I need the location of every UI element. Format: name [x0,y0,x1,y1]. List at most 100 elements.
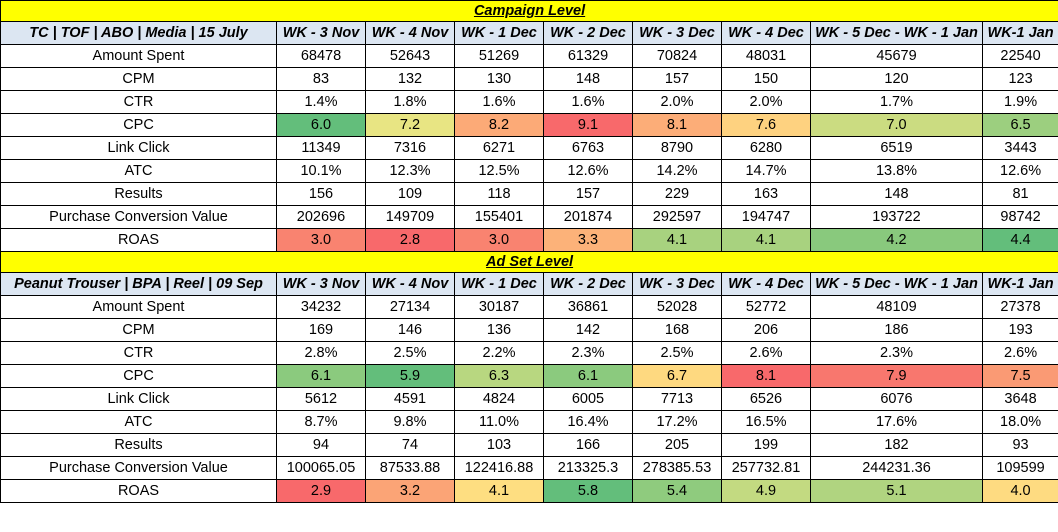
data-cell: 103 [454,433,544,457]
data-cell: 34232 [276,295,366,319]
table-row: CPC 6.0 7.2 8.2 9.1 8.1 7.6 7.0 6.5 [0,113,1058,137]
metric-label: ROAS [0,479,277,503]
data-cell: 2.3% [810,341,983,365]
column-header: WK - 2 Dec [543,272,633,296]
data-cell: 7.9 [810,364,983,388]
data-cell: 100065.05 [276,456,366,480]
table-row: CPM 83 132 130 148 157 150 120 123 [0,67,1058,91]
data-cell: 5612 [276,387,366,411]
table-row: Results 156 109 118 157 229 163 148 81 [0,182,1058,206]
data-cell: 52028 [632,295,722,319]
data-cell: 2.0% [721,90,811,114]
data-cell: 8.7% [276,410,366,434]
data-cell: 213325.3 [543,456,633,480]
data-cell: 3443 [981,136,1058,160]
column-header: WK - 4 Nov [365,21,455,45]
data-cell: 8.2 [454,113,544,137]
data-cell: 8.1 [632,113,722,137]
data-cell: 292597 [632,205,722,229]
data-cell: 22540 [981,44,1058,68]
data-cell: 7316 [365,136,455,160]
data-cell: 81 [981,182,1058,206]
table-row: ROAS 2.9 3.2 4.1 5.8 5.4 4.9 5.1 4.0 [0,479,1058,503]
report-sheet: Campaign Level TC | TOF | ABO | Media | 1… [0,0,1058,503]
data-cell: 1.4% [276,90,366,114]
data-cell: 157 [632,67,722,91]
metric-label: CPC [0,113,277,137]
table-row: Purchase Conversion Value 202696 149709 155… [0,205,1058,229]
section-title-row: Campaign Level [0,0,1058,22]
data-cell: 45679 [810,44,983,68]
table-row: Amount Spent 34232 27134 30187 36861 52028 527… [0,295,1058,319]
table-row: Results 94 74 103 166 205 199 182 93 [0,433,1058,457]
metric-label: Results [0,433,277,457]
data-cell: 61329 [543,44,633,68]
data-cell: 70824 [632,44,722,68]
data-cell: 206 [721,318,811,342]
data-cell: 194747 [721,205,811,229]
metric-label: Link Click [0,387,277,411]
data-cell: 155401 [454,205,544,229]
metric-label: Amount Spent [0,295,277,319]
data-cell: 136 [454,318,544,342]
metric-label: Link Click [0,136,277,160]
table-name-cell: Peanut Trouser | BPA | Reel | 09 Sep [0,272,277,296]
data-cell: 3.0 [276,228,366,252]
data-cell: 5.4 [632,479,722,503]
header-row: TC | TOF | ABO | Media | 15 July WK - 3 N… [0,21,1058,45]
data-cell: 169 [276,318,366,342]
table-row: Purchase Conversion Value 100065.05 87533.… [0,456,1058,480]
column-header: WK - 2 Dec [543,21,633,45]
data-cell: 199 [721,433,811,457]
data-cell: 2.6% [721,341,811,365]
table-row: CPC 6.1 5.9 6.3 6.1 6.7 8.1 7.9 7.5 [0,364,1058,388]
data-cell: 12.3% [365,159,455,183]
data-cell: 12.6% [981,159,1058,183]
data-cell: 148 [543,67,633,91]
column-header: WK - 4 Dec [721,21,811,45]
data-cell: 17.2% [632,410,722,434]
section-title-row: Ad Set Level [0,251,1058,273]
table-row: Amount Spent 68478 52643 51269 61329 70824 480… [0,44,1058,68]
column-header: WK - 5 Dec - WK - 1 Jan [810,21,983,45]
data-cell: 9.8% [365,410,455,434]
data-cell: 2.9 [276,479,366,503]
data-cell: 6.5 [981,113,1058,137]
data-cell: 132 [365,67,455,91]
data-cell: 4.1 [721,228,811,252]
data-cell: 51269 [454,44,544,68]
data-cell: 18.0% [981,410,1058,434]
data-cell: 13.8% [810,159,983,183]
table-row: CTR 1.4% 1.8% 1.6% 1.6% 2.0% 2.0% 1.7% 1.9% [0,90,1058,114]
data-cell: 1.7% [810,90,983,114]
metric-label: Purchase Conversion Value [0,456,277,480]
data-cell: 4.4 [981,228,1058,252]
data-cell: 6519 [810,136,983,160]
data-cell: 10.1% [276,159,366,183]
data-cell: 6.7 [632,364,722,388]
data-cell: 11.0% [454,410,544,434]
column-header: WK - 3 Dec [632,21,722,45]
data-cell: 156 [276,182,366,206]
data-cell: 5.9 [365,364,455,388]
data-cell: 6763 [543,136,633,160]
data-cell: 118 [454,182,544,206]
data-cell: 130 [454,67,544,91]
data-cell: 4.9 [721,479,811,503]
data-cell: 16.4% [543,410,633,434]
data-cell: 16.5% [721,410,811,434]
data-cell: 74 [365,433,455,457]
data-cell: 3.0 [454,228,544,252]
data-cell: 98742 [981,205,1058,229]
table-row: ROAS 3.0 2.8 3.0 3.3 4.1 4.1 4.2 4.4 [0,228,1058,252]
column-header: WK - 4 Dec [721,272,811,296]
data-cell: 4591 [365,387,455,411]
table-row: Link Click 5612 4591 4824 6005 7713 6526 6076 36… [0,387,1058,411]
data-cell: 6280 [721,136,811,160]
column-header: WK - 3 Nov [276,272,366,296]
data-cell: 201874 [543,205,633,229]
section-title: Campaign Level [0,0,1058,22]
data-cell: 168 [632,318,722,342]
data-cell: 166 [543,433,633,457]
data-cell: 93 [981,433,1058,457]
